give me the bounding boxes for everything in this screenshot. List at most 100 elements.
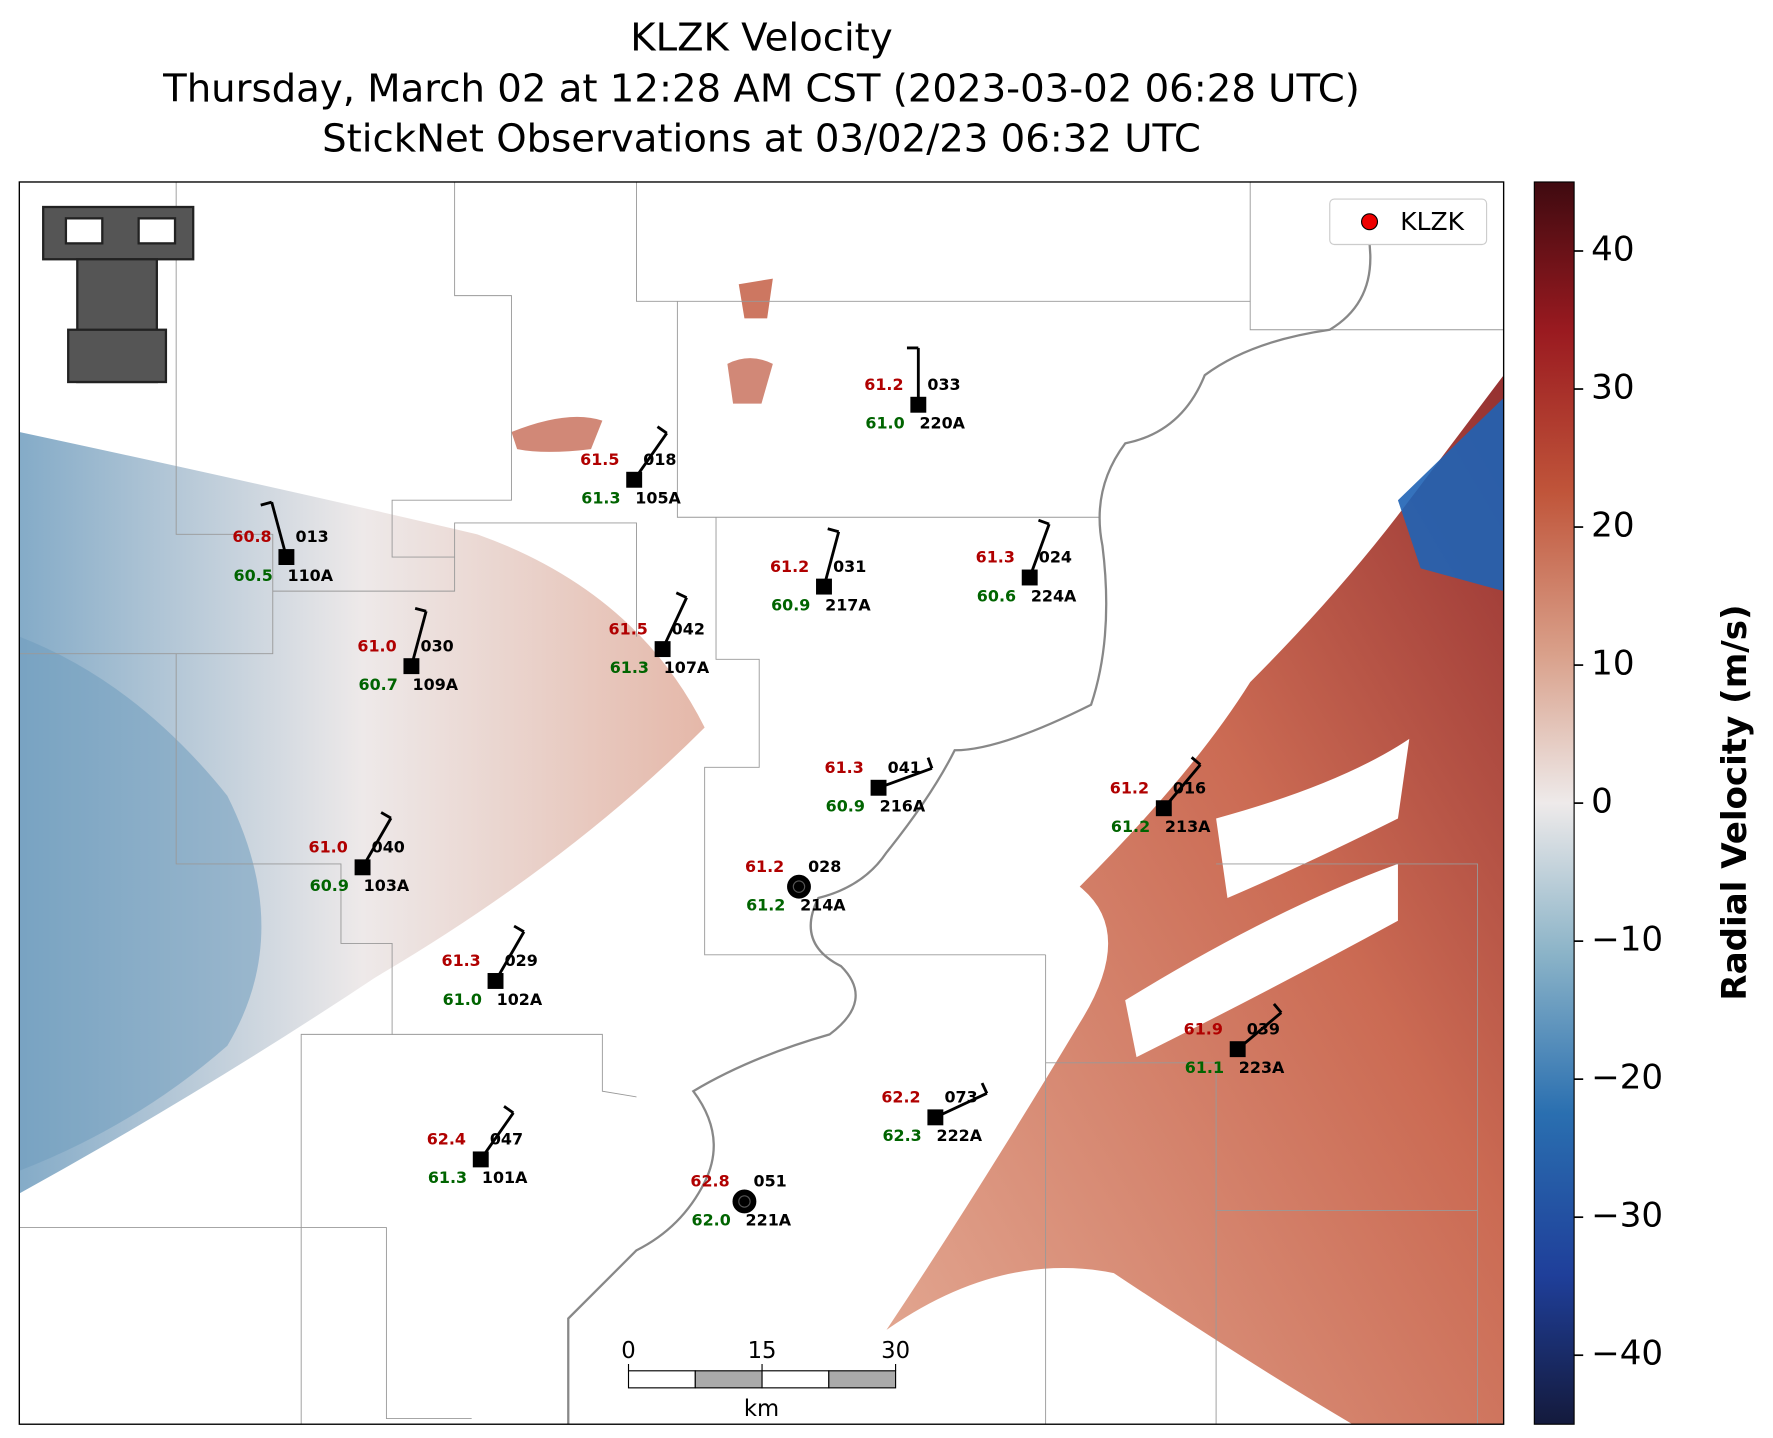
station-marker bbox=[626, 471, 643, 488]
station-id: 033 bbox=[927, 375, 960, 394]
temperature: 61.9 bbox=[1184, 1019, 1223, 1038]
temperature: 61.2 bbox=[745, 857, 784, 876]
wind-barb-flag bbox=[1037, 518, 1050, 526]
wind-barb bbox=[1028, 523, 1051, 578]
wind-barb bbox=[270, 501, 288, 558]
scale-unit: km bbox=[744, 1396, 779, 1422]
station-name: 217A bbox=[825, 595, 871, 614]
station-marker bbox=[910, 396, 927, 413]
station-name: 224A bbox=[1031, 586, 1077, 605]
wind-barb bbox=[878, 766, 933, 790]
station-id: 041 bbox=[888, 758, 921, 777]
station-id: 031 bbox=[833, 557, 866, 576]
station-id: 051 bbox=[754, 1172, 787, 1191]
calm-marker bbox=[732, 1189, 757, 1214]
station-id: 030 bbox=[421, 636, 454, 655]
temperature: 61.2 bbox=[864, 375, 903, 394]
wind-barb-flag bbox=[380, 811, 392, 820]
colorbar-tick-label: 40 bbox=[1591, 229, 1634, 269]
colorbar-tick-label: 30 bbox=[1591, 368, 1634, 408]
colorbar-tick-label: −30 bbox=[1591, 1196, 1663, 1236]
station-name: 103A bbox=[364, 876, 410, 895]
wind-barb-flag bbox=[1190, 756, 1202, 766]
dewpoint: 61.0 bbox=[865, 414, 904, 433]
station-name: 221A bbox=[746, 1210, 792, 1229]
temperature: 62.4 bbox=[427, 1130, 466, 1149]
station-marker bbox=[870, 779, 887, 796]
scale-segment bbox=[694, 1370, 763, 1389]
station-marker bbox=[1229, 1041, 1246, 1058]
wind-barb-flag bbox=[503, 1105, 515, 1115]
station-name: 216A bbox=[880, 797, 926, 816]
echo-cell bbox=[511, 416, 603, 452]
temperature: 61.3 bbox=[442, 951, 481, 970]
dewpoint: 61.3 bbox=[610, 658, 649, 677]
logo bbox=[42, 205, 195, 384]
station-marker bbox=[816, 578, 832, 595]
wind-barb bbox=[361, 817, 393, 869]
colorbar bbox=[1534, 181, 1575, 1425]
calm-marker bbox=[787, 874, 811, 899]
wind-barb bbox=[410, 610, 428, 667]
temperature: 60.8 bbox=[232, 527, 271, 546]
wind-barb-flag bbox=[827, 527, 840, 534]
map bbox=[19, 181, 1504, 1425]
dewpoint: 62.3 bbox=[882, 1126, 921, 1145]
dewpoint: 62.0 bbox=[692, 1210, 731, 1229]
station-marker bbox=[278, 549, 295, 565]
title: KLZK Velocity bbox=[630, 15, 892, 60]
temperature: 61.0 bbox=[357, 636, 396, 655]
station-id: 047 bbox=[490, 1130, 523, 1149]
scale-ticks: 0 15 30 bbox=[621, 1338, 910, 1371]
station-name: 105A bbox=[635, 489, 681, 508]
station-name: 107A bbox=[664, 658, 710, 677]
wind-barb-flag bbox=[656, 425, 668, 435]
echo-gap bbox=[1125, 863, 1398, 1058]
legend: KLZK bbox=[1329, 198, 1488, 246]
scale-tick-label: 0 bbox=[621, 1338, 635, 1364]
station-name: 101A bbox=[482, 1168, 528, 1187]
station-marker bbox=[403, 658, 420, 675]
station-marker bbox=[1155, 800, 1172, 817]
temperature: 62.2 bbox=[881, 1088, 920, 1107]
legend-box bbox=[1329, 198, 1488, 246]
station-name: 102A bbox=[497, 990, 543, 1009]
subtitle: StickNet Observations at 03/02/23 06:32 … bbox=[322, 117, 1201, 162]
colorbar-tick-label: −40 bbox=[1591, 1334, 1663, 1374]
dewpoint: 60.9 bbox=[771, 595, 810, 614]
subtitle: Thursday, March 02 at 12:28 AM CST (2023… bbox=[162, 67, 1360, 112]
station-marker bbox=[487, 973, 504, 989]
station-id: 018 bbox=[643, 450, 676, 469]
colorbar-ticks: 40 30 20 10 0 −10 −20 −30 −40 bbox=[1574, 229, 1663, 1374]
dewpoint: 60.7 bbox=[359, 675, 398, 694]
legend-label: KLZK bbox=[1400, 207, 1464, 236]
station-id: 029 bbox=[505, 951, 538, 970]
dewpoint: 61.3 bbox=[428, 1168, 467, 1187]
station-name: 214A bbox=[800, 895, 846, 914]
echo-cell bbox=[727, 358, 773, 404]
colorbar-tick-label: 10 bbox=[1591, 644, 1634, 684]
echo-east bbox=[886, 375, 1504, 1425]
temperature: 61.0 bbox=[309, 837, 348, 856]
wind-barb bbox=[934, 1092, 988, 1119]
temperature: 61.5 bbox=[580, 450, 619, 469]
scale-segment bbox=[761, 1370, 830, 1389]
dewpoint: 60.5 bbox=[234, 566, 273, 585]
dewpoint: 61.2 bbox=[746, 895, 785, 914]
temperature: 61.5 bbox=[609, 619, 648, 638]
map-frame bbox=[18, 181, 1505, 1425]
temperature: 61.3 bbox=[976, 548, 1015, 567]
wind-barb-flag bbox=[675, 591, 688, 599]
dewpoint: 61.3 bbox=[581, 489, 620, 508]
echo-inbound bbox=[19, 636, 262, 1171]
station-marker bbox=[654, 641, 671, 658]
dewpoint: 61.0 bbox=[443, 990, 482, 1009]
colorbar-tick-label: −10 bbox=[1591, 920, 1663, 960]
stations: 60.8 013 60.5 110A 61.0 030 60.7 109A 61.0 040 60.… bbox=[232, 346, 1285, 1229]
calm-ring bbox=[792, 880, 806, 893]
wind-barb-flag bbox=[926, 757, 934, 769]
station-name: 110A bbox=[288, 566, 334, 585]
station-id: 013 bbox=[295, 527, 328, 546]
station-marker bbox=[472, 1151, 489, 1168]
